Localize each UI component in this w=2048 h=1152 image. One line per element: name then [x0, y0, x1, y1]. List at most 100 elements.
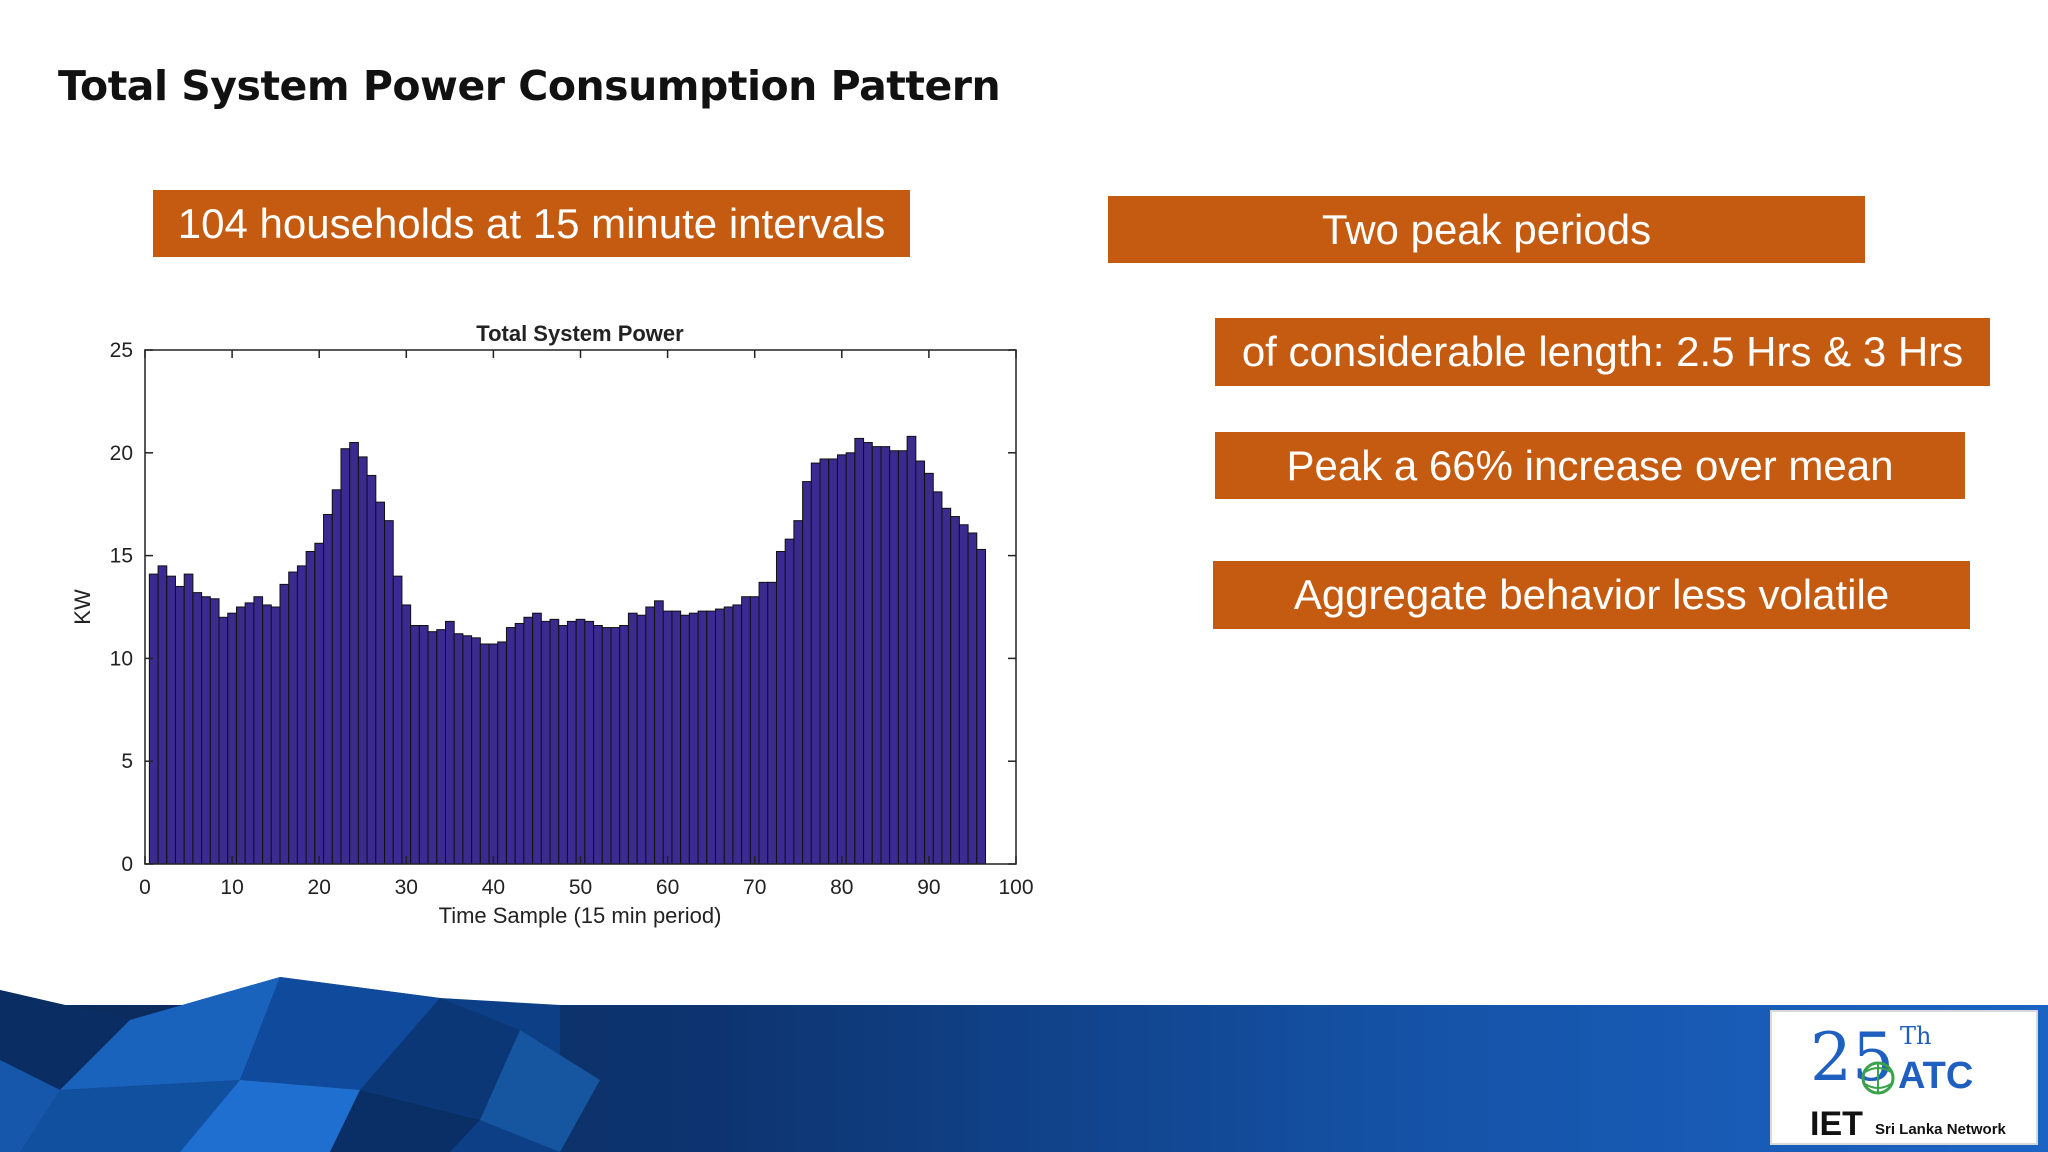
bar	[758, 581, 769, 865]
bar	[845, 452, 856, 865]
bar	[497, 641, 507, 865]
x-tick-label: 0	[139, 876, 151, 899]
x-tick-label: 10	[220, 876, 243, 899]
logo-org: IET	[1810, 1105, 1863, 1143]
bar	[418, 625, 429, 865]
bar-chart: Total System Power 0 10 20 30 40 50 60 70 80 90 10…	[70, 321, 1034, 928]
bar	[593, 625, 603, 865]
bar	[401, 604, 412, 865]
bar	[235, 606, 246, 865]
bar	[270, 606, 281, 865]
bar	[654, 600, 664, 865]
x-tick-label: 30	[395, 876, 418, 899]
bar	[662, 610, 673, 865]
bar	[436, 629, 447, 865]
bar	[314, 542, 325, 865]
bar	[349, 442, 359, 865]
x-axis-label: Time Sample (15 min period)	[439, 903, 722, 928]
bar	[514, 622, 525, 865]
bar	[906, 435, 917, 865]
bar	[601, 627, 612, 865]
bar	[375, 501, 386, 865]
bar	[462, 635, 473, 865]
bar	[279, 583, 290, 865]
bar	[863, 442, 873, 865]
bar	[262, 604, 272, 865]
bar	[384, 520, 394, 865]
chart-title: Total System Power	[476, 321, 684, 346]
bar	[427, 631, 438, 865]
bar	[209, 598, 220, 865]
y-tick-label: 25	[110, 339, 133, 362]
bar	[296, 565, 307, 865]
bar	[775, 550, 786, 865]
x-tick-label: 70	[743, 876, 766, 899]
bar	[174, 585, 185, 865]
bar	[227, 612, 237, 865]
bar	[715, 608, 725, 865]
bar	[471, 637, 481, 865]
bar	[627, 612, 638, 865]
bar	[967, 532, 978, 865]
bar	[697, 610, 708, 865]
bar	[566, 620, 577, 865]
x-tick-label: 60	[656, 876, 679, 899]
bar	[532, 612, 542, 865]
y-tick-label: 5	[121, 750, 133, 773]
y-tick-label: 15	[110, 545, 133, 568]
bar	[392, 575, 403, 865]
bar	[331, 489, 342, 865]
bar	[688, 612, 699, 865]
y-axis-label: KW	[70, 589, 95, 625]
bar	[305, 550, 316, 865]
x-tick-label: 40	[482, 876, 505, 899]
ticks-group: 0 10 20 30 40 50 60 70 80 90 100 0 5 10 15 20 25	[110, 339, 1034, 899]
bar	[976, 548, 987, 865]
bar	[366, 474, 377, 865]
bar	[749, 596, 760, 865]
footer-banner	[0, 977, 2048, 1152]
bar	[244, 602, 255, 865]
bar	[166, 575, 176, 865]
x-tick-label: 90	[917, 876, 940, 899]
bar	[610, 627, 621, 865]
bar	[732, 604, 743, 865]
conference-logo: 25 Th ATC IET Sri Lanka Network	[1770, 1010, 2038, 1145]
bar	[889, 450, 899, 865]
y-tick-label: 20	[110, 442, 133, 465]
callout-two-peaks: Two peak periods	[1108, 196, 1865, 263]
bar	[854, 437, 865, 865]
bar	[723, 606, 734, 865]
x-tick-label: 80	[830, 876, 853, 899]
logo-network: Sri Lanka Network	[1875, 1121, 2007, 1138]
bar	[523, 616, 534, 865]
bar	[784, 538, 795, 865]
bar	[584, 620, 595, 865]
bar	[836, 454, 847, 865]
bar	[950, 516, 960, 865]
bar	[479, 643, 490, 865]
bar	[941, 507, 952, 865]
bar	[924, 472, 934, 865]
bar	[157, 565, 168, 865]
bar	[575, 618, 586, 865]
bar	[802, 481, 812, 865]
logo-superscript: Th	[1900, 1022, 1931, 1050]
bar	[323, 513, 333, 865]
bar	[932, 491, 943, 865]
bars-group	[148, 435, 987, 865]
bar	[671, 610, 682, 865]
bar	[253, 596, 264, 865]
bar	[645, 606, 656, 865]
bar	[793, 520, 804, 865]
bar	[288, 571, 298, 865]
bar	[340, 448, 351, 865]
bar	[540, 620, 551, 865]
bar	[810, 462, 821, 865]
bar	[871, 446, 882, 865]
logo-acronym: ATC	[1898, 1055, 1973, 1097]
bar	[549, 618, 560, 865]
bar	[915, 460, 926, 865]
bar	[706, 610, 716, 865]
bar	[619, 625, 629, 865]
